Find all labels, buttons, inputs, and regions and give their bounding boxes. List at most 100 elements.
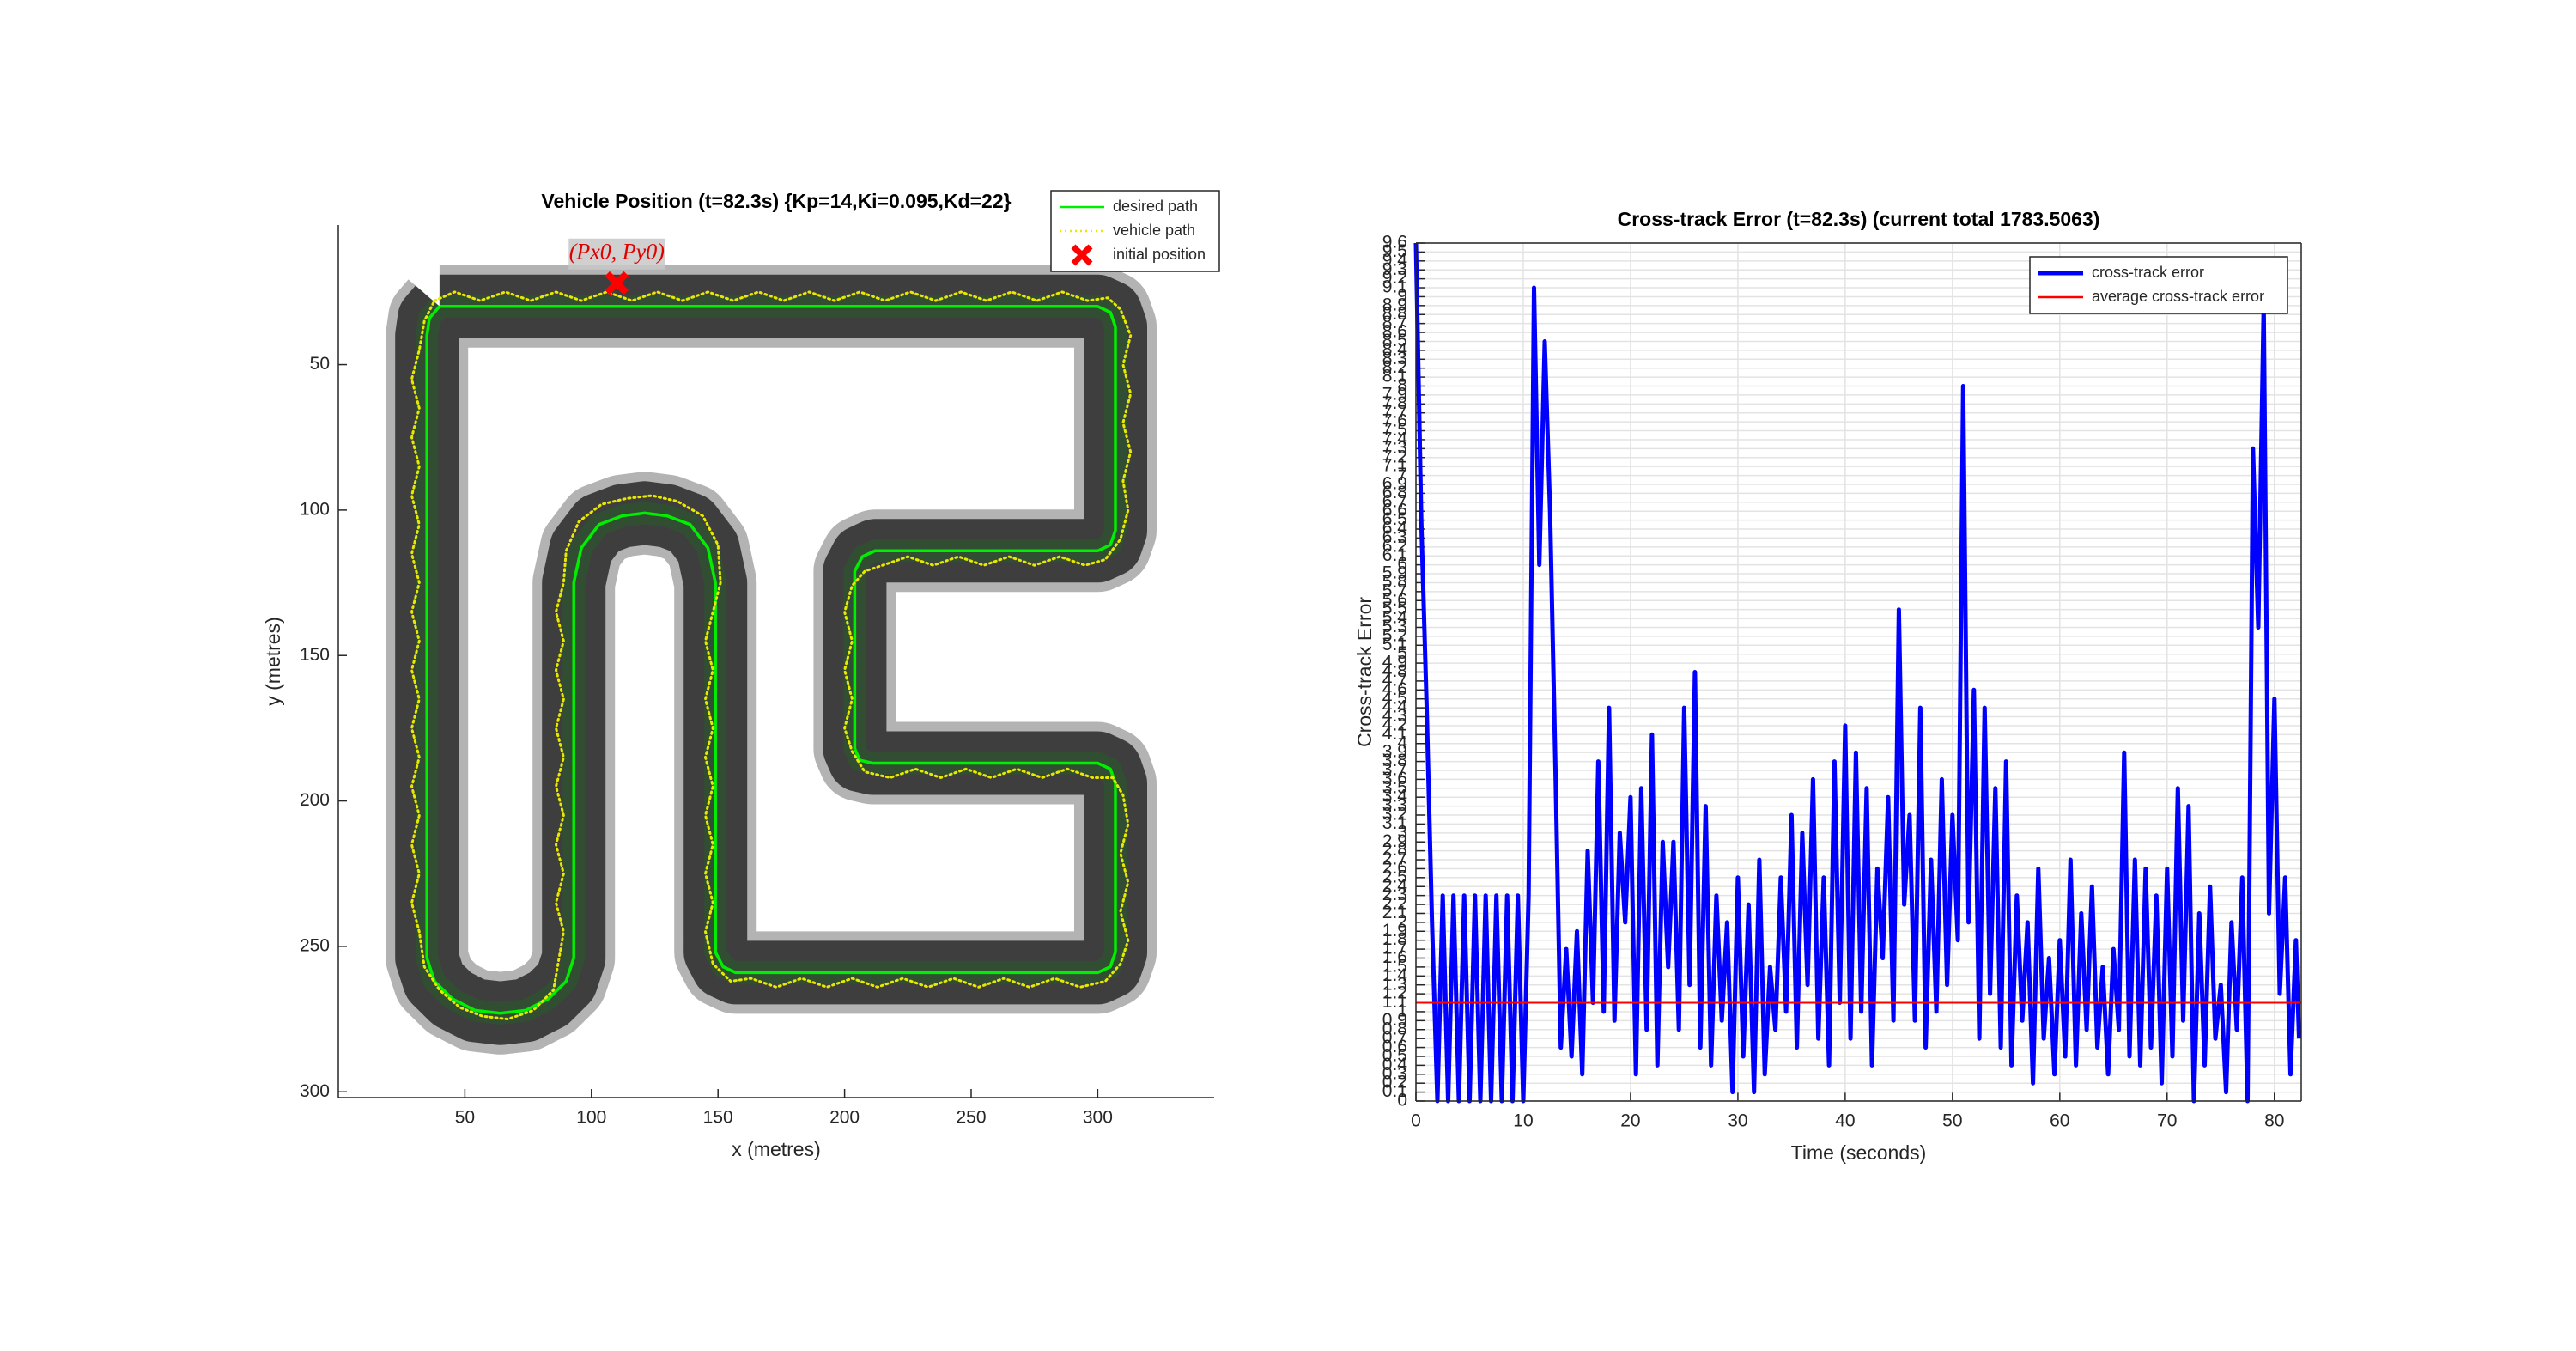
initial-position-marker bbox=[605, 271, 629, 295]
y-tick-label: 8.9 bbox=[1382, 295, 1407, 314]
y-tick-label: 7.3 bbox=[1382, 438, 1407, 458]
y-tick-label: 9.6 bbox=[1382, 233, 1407, 253]
x-tick-label: 70 bbox=[2157, 1111, 2177, 1131]
legend-label: average cross-track error bbox=[2092, 288, 2264, 305]
y-tick-label: 8.2 bbox=[1382, 357, 1407, 377]
y-tick-label: 2.9 bbox=[1382, 831, 1407, 851]
y-tick-label: 1.2 bbox=[1382, 983, 1407, 1003]
y-tick-label: 1.7 bbox=[1382, 939, 1407, 958]
y-tick-label: 6.7 bbox=[1382, 491, 1407, 511]
y-axis-label: Cross-track Error bbox=[1353, 597, 1376, 747]
y-tick-label: 8.1 bbox=[1382, 367, 1407, 386]
annotation-box bbox=[568, 238, 665, 270]
y-tick-label: 0.9 bbox=[1382, 1010, 1407, 1030]
y-tick-label: 2.4 bbox=[1382, 876, 1408, 896]
series-line bbox=[1413, 242, 2301, 1104]
y-tick-label: 9.3 bbox=[1382, 259, 1407, 279]
y-axis-label: y (metres) bbox=[262, 617, 284, 706]
chart-title: Cross-track Error (t=82.3s) (current tot… bbox=[1618, 208, 2100, 230]
y-tick-label: 9.5 bbox=[1382, 241, 1407, 261]
y-tick-label: 4.8 bbox=[1382, 661, 1407, 681]
legend-marker bbox=[1071, 244, 1093, 266]
y-tick-label: 8 bbox=[1397, 375, 1407, 395]
y-tick-label: 6.6 bbox=[1382, 501, 1407, 520]
y-tick-label: 2 bbox=[1397, 911, 1407, 931]
x-axis-label: Time (seconds) bbox=[1791, 1141, 1927, 1164]
y-tick-label: 1.5 bbox=[1382, 956, 1407, 976]
series-line bbox=[410, 290, 1133, 1021]
y-tick-label: 6.3 bbox=[1382, 527, 1407, 547]
y-tick-label: 3.2 bbox=[1382, 805, 1407, 825]
y-tick-label: 7.4 bbox=[1382, 429, 1408, 448]
y-tick-label: 250 bbox=[300, 935, 330, 955]
chart-title: Vehicle Position (t=82.3s) {Kp=14,Ki=0.0… bbox=[541, 190, 1011, 212]
y-tick-label: 6.2 bbox=[1382, 536, 1407, 556]
x-tick-label: 50 bbox=[455, 1108, 475, 1128]
legend-label: desired path bbox=[1113, 198, 1198, 215]
y-tick-label: 0.3 bbox=[1382, 1063, 1407, 1083]
y-tick-label: 6.4 bbox=[1382, 519, 1408, 539]
y-tick-label: 2.6 bbox=[1382, 858, 1407, 878]
legend-label: cross-track error bbox=[2092, 264, 2204, 281]
legend-label: initial position bbox=[1113, 246, 1206, 263]
y-tick-label: 1.1 bbox=[1382, 992, 1407, 1012]
x-tick-label: 40 bbox=[1835, 1111, 1855, 1131]
x-tick-label: 30 bbox=[1728, 1111, 1747, 1131]
x-tick-label: 250 bbox=[956, 1108, 986, 1128]
y-tick-label: 0.5 bbox=[1382, 1046, 1407, 1066]
y-tick-label: 5.8 bbox=[1382, 572, 1407, 592]
y-tick-label: 4.9 bbox=[1382, 653, 1407, 672]
y-tick-label: 8.3 bbox=[1382, 349, 1407, 368]
y-tick-label: 4.5 bbox=[1382, 688, 1407, 708]
y-tick-label: 5.9 bbox=[1382, 563, 1407, 583]
y-tick-label: 3.7 bbox=[1382, 760, 1407, 780]
y-tick-label: 3.8 bbox=[1382, 751, 1407, 770]
y-tick-label: 300 bbox=[300, 1081, 330, 1101]
y-tick-label: 3.4 bbox=[1382, 787, 1408, 806]
axes: 0 10 20 30 40 50 60 70 80 00.10.20.30.40.50.60.70… bbox=[1353, 208, 2302, 1164]
y-tick-label: 3.5 bbox=[1382, 777, 1407, 797]
y-tick-label: 3.3 bbox=[1382, 795, 1407, 815]
y-tick-label: 4 bbox=[1397, 733, 1407, 752]
y-tick-label: 50 bbox=[310, 354, 330, 374]
x-tick-label: 200 bbox=[829, 1108, 860, 1128]
x-axis-label: x (metres) bbox=[732, 1138, 821, 1160]
legend: desired path vehicle path initial position bbox=[1050, 190, 1220, 272]
y-tick-label: 2.5 bbox=[1382, 867, 1407, 886]
y-tick-label: 7.7 bbox=[1382, 402, 1407, 422]
y-tick-label: 3.6 bbox=[1382, 769, 1407, 788]
y-tick-label: 4.7 bbox=[1382, 670, 1407, 690]
y-tick-label: 7.1 bbox=[1382, 456, 1407, 476]
y-tick-label: 5.5 bbox=[1382, 599, 1407, 618]
y-tick-label: 0.6 bbox=[1382, 1037, 1407, 1056]
y-tick-label: 5.6 bbox=[1382, 590, 1407, 610]
y-tick-label: 8.8 bbox=[1382, 304, 1407, 324]
y-tick-label: 6.1 bbox=[1382, 545, 1407, 565]
y-tick-label: 2.2 bbox=[1382, 894, 1407, 914]
y-tick-label: 0.7 bbox=[1382, 1028, 1407, 1048]
y-tick-label: 7.8 bbox=[1382, 393, 1407, 413]
y-tick-label: 5.7 bbox=[1382, 581, 1407, 600]
y-tick-label: 6.9 bbox=[1382, 474, 1407, 494]
x-tick-label: 60 bbox=[2050, 1111, 2069, 1131]
y-tick-label: 6.8 bbox=[1382, 483, 1407, 502]
x-tick-label: 80 bbox=[2264, 1111, 2284, 1131]
y-tick-label: 7.2 bbox=[1382, 447, 1407, 466]
legend: cross-track error average cross-track err… bbox=[2029, 256, 2288, 314]
y-tick-label: 2.7 bbox=[1382, 849, 1407, 869]
y-tick-label: 9.1 bbox=[1382, 277, 1407, 297]
y-tick-label: 5.1 bbox=[1382, 635, 1407, 654]
y-tick-label: 7 bbox=[1397, 465, 1407, 484]
y-tick-label: 0.8 bbox=[1382, 1019, 1407, 1038]
y-tick-label: 200 bbox=[300, 790, 330, 810]
y-tick-label: 0 bbox=[1397, 1091, 1407, 1111]
y-tick-label: 5 bbox=[1397, 643, 1407, 663]
axes: 50 100 150 200 250 300 50 100 150 200 250 300 (Px0, … bbox=[262, 190, 1220, 1160]
y-tick-label: 5.2 bbox=[1382, 625, 1407, 645]
y-tick-label: 0.2 bbox=[1382, 1073, 1407, 1092]
legend-label: vehicle path bbox=[1113, 222, 1195, 239]
x-tick-label: 10 bbox=[1513, 1111, 1533, 1131]
y-tick-label: 6.5 bbox=[1382, 509, 1407, 529]
